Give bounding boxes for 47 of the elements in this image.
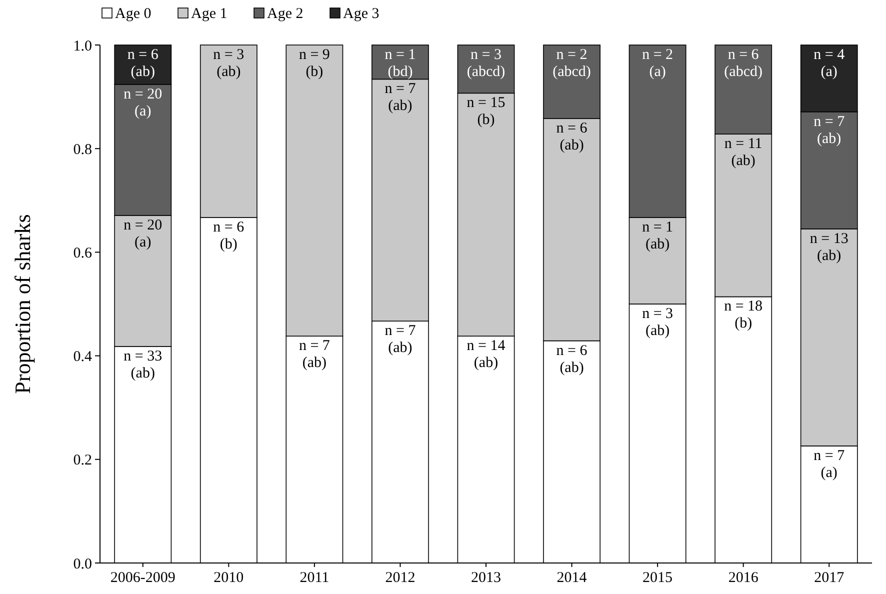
- annotation: n = 3 (ab): [642, 306, 674, 339]
- x-tick-label: 2016: [728, 570, 759, 586]
- annotation: n = 20 (a): [124, 217, 162, 250]
- annotation: n = 7 (ab): [814, 114, 846, 147]
- annotation: n = 2 (a): [642, 47, 674, 80]
- annotation: n = 6 (abcd): [724, 47, 762, 80]
- annotation: n = 15 (b): [466, 95, 506, 128]
- y-tick-label: 0.0: [73, 556, 92, 572]
- annotation: n = 13 (ab): [810, 230, 848, 264]
- annotation: n = 7 (ab): [384, 323, 416, 356]
- annotation: n = 14 (ab): [466, 338, 506, 372]
- annotation: n = 3 (abcd): [466, 47, 506, 80]
- y-tick-label: 1.0: [73, 38, 92, 54]
- annotation: n = 6 (ab): [127, 47, 159, 80]
- annotation: n = 33 (ab): [124, 348, 162, 382]
- y-tick-label: 0.6: [73, 245, 92, 262]
- annotation: n = 7 (ab): [298, 338, 330, 372]
- annotation: n = 6 (b): [213, 219, 245, 252]
- legend-label: Age 3: [343, 6, 380, 22]
- x-tick-label: 2015: [642, 570, 673, 586]
- legend-label: Age 1: [191, 6, 228, 22]
- annotation: n = 7 (ab): [384, 81, 416, 114]
- annotation: n = 6 (ab): [556, 342, 588, 376]
- annotation: n = 20 (a): [124, 86, 162, 120]
- annotation: n = 1 (ab): [642, 219, 674, 252]
- y-tick-label: 0.4: [73, 349, 92, 366]
- x-tick-label: 2017: [814, 570, 845, 586]
- annotation: n = 6 (ab): [556, 120, 588, 154]
- annotation: n = 18 (b): [724, 298, 763, 332]
- y-tick-label: 0.8: [73, 142, 92, 158]
- x-tick-label: 2013: [471, 570, 501, 586]
- annotation: n = 9 (b): [298, 47, 330, 80]
- annotation: n = 3 (ab): [213, 47, 244, 80]
- annotation: n = 1 (bd): [384, 47, 416, 80]
- x-tick-label: 2006-2009: [110, 570, 176, 586]
- y-tick-label: 0.2: [73, 452, 92, 469]
- annotation: n = 4 (a): [814, 47, 846, 80]
- x-tick-label: 2011: [300, 570, 330, 586]
- annotation: n = 11 (ab): [724, 136, 762, 170]
- annotation: n = 2 (abcd): [552, 47, 591, 80]
- legend-label: Age 0: [115, 6, 152, 22]
- annotation: n = 7 (a): [814, 448, 846, 481]
- x-tick-label: 2012: [385, 570, 416, 586]
- x-tick-label: 2010: [214, 570, 244, 586]
- legend-label: Age 2: [267, 6, 304, 22]
- x-tick-label: 2014: [556, 570, 588, 586]
- y-axis-title: Proportion of sharks: [10, 214, 35, 394]
